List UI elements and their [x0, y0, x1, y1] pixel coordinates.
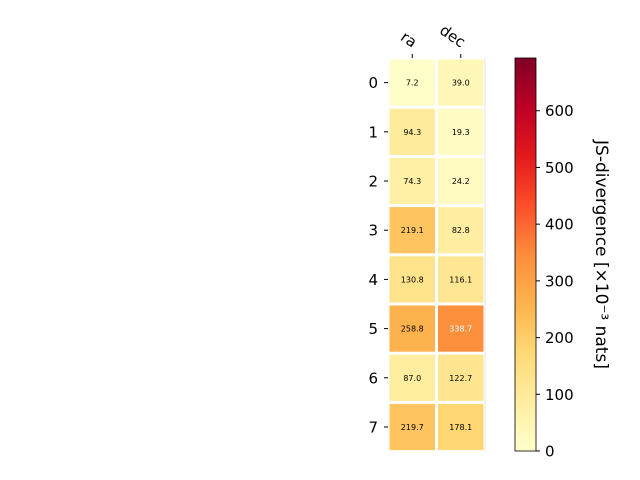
heatmap-cell-dec-2	[438, 157, 484, 205]
heatmap-cell-dec-3	[438, 207, 484, 254]
cell-value-label: 338.7	[449, 325, 472, 334]
row-tick-label: 1	[368, 123, 378, 141]
cell-value-label: 24.2	[452, 177, 470, 186]
row-tick-label: 7	[368, 419, 378, 437]
heatmap-cell-ra-1	[389, 108, 435, 155]
colorbar-gradient	[514, 57, 537, 452]
row-tick-label: 4	[368, 271, 378, 289]
row-tick-label: 2	[368, 173, 378, 191]
heatmap-cell-ra-7	[389, 403, 435, 451]
heatmap-cell-dec-1	[438, 108, 484, 155]
colorbar-tick-label: 100	[545, 386, 574, 404]
cell-value-label: 39.0	[452, 79, 470, 88]
heatmap-cell-ra-3	[389, 207, 435, 254]
cell-value-label: 87.0	[403, 374, 421, 383]
colorbar-tick-label: 600	[545, 102, 574, 120]
heatmap-cell-ra-4	[389, 256, 435, 303]
colorbar-tick-label: 0	[545, 443, 555, 461]
column-axis: ra dec	[397, 21, 469, 58]
cell-value-label: 219.1	[401, 226, 424, 235]
heatmap-cell-ra-0	[389, 59, 435, 106]
colorbar: 0 100 200 300 400 500 600 JS-divergence [×10⁻³ …	[514, 57, 611, 461]
colorbar-tick-label: 300	[545, 272, 574, 290]
heatmap-cell-dec-4	[438, 256, 484, 303]
cell-value-label: 178.1	[449, 423, 472, 432]
cell-value-label: 7.2	[406, 79, 419, 88]
colorbar-tick-label: 500	[545, 159, 574, 177]
cell-value-label: 74.3	[403, 177, 421, 186]
row-axis: 0 1 2 3 4 5 6 7	[368, 74, 388, 437]
heatmap-cell-ra-2	[389, 157, 435, 205]
column-label-dec: dec	[436, 21, 468, 51]
heatmap-cell-ra-5	[389, 305, 435, 352]
cell-value-label: 219.7	[401, 423, 424, 432]
heatmap-cell-dec-5	[438, 305, 484, 352]
row-tick-label: 5	[368, 320, 378, 338]
cell-value-label: 130.8	[401, 275, 424, 284]
row-tick-label: 0	[368, 74, 378, 92]
heatmap-cell-ra-6	[389, 354, 435, 401]
cell-value-label: 116.1	[449, 275, 472, 284]
cell-value-label: 258.8	[401, 325, 424, 334]
heatmap-cell-dec-0	[438, 59, 484, 106]
colorbar-tick-label: 400	[545, 216, 574, 234]
heatmap-cell-dec-7	[438, 403, 484, 451]
cell-value-label: 94.3	[403, 128, 421, 137]
column-label-ra: ra	[397, 28, 420, 52]
cell-value-label: 19.3	[452, 128, 470, 137]
heatmap-cell-dec-6	[438, 354, 484, 401]
colorbar-tick-label: 200	[545, 329, 574, 347]
colorbar-title: JS-divergence [×10⁻³ nats]	[591, 139, 611, 369]
cell-value-label: 122.7	[449, 374, 472, 383]
row-tick-label: 3	[368, 222, 378, 240]
row-tick-label: 6	[368, 369, 378, 387]
cell-value-label: 82.8	[452, 226, 470, 235]
heatmap-plot-area: 7.2 39.0 94.3 19.3 74.3 24.2 219.1 82.8 130.8 116…	[389, 58, 486, 452]
